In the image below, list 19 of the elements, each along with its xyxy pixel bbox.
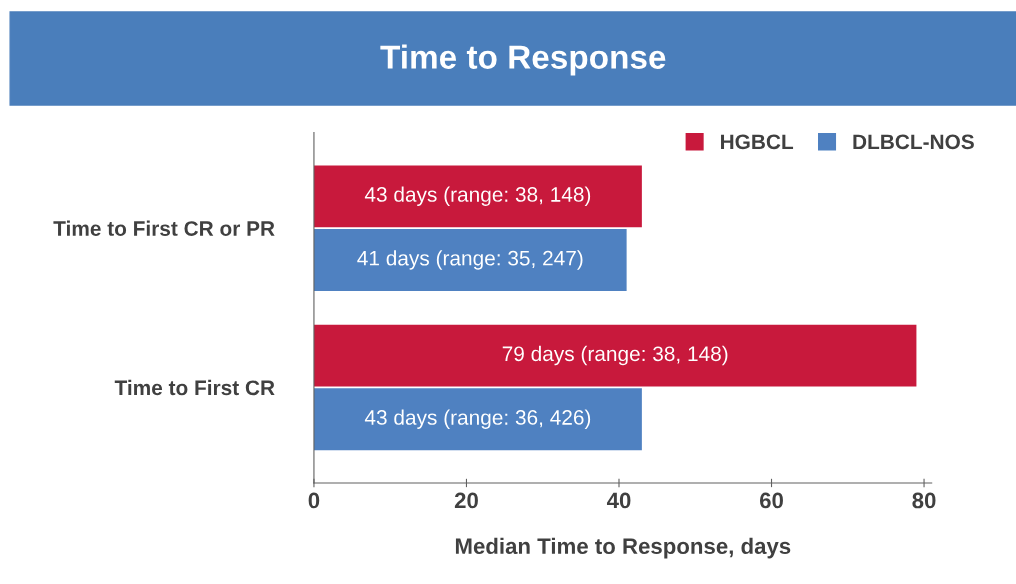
legend-label: HGBCL — [721, 134, 794, 150]
bar — [313, 165, 642, 228]
data-label: 43 days (range: 36, 426) — [364, 409, 591, 429]
y-tick-label: Time to First CR — [114, 379, 275, 396]
y-tick-label: Time to First CR or PR — [53, 220, 275, 236]
bar — [313, 229, 627, 291]
x-tick-label: 20 — [454, 492, 478, 509]
chart-title: Time to Response — [380, 44, 666, 76]
bar — [313, 388, 642, 451]
bar — [313, 324, 917, 387]
data-label: 79 days (range: 38, 148) — [502, 345, 728, 366]
x-tick-label: 40 — [606, 492, 631, 509]
x-tick-label: 0 — [308, 492, 320, 509]
x-tick-label: 80 — [912, 492, 936, 509]
x-tick-label: 60 — [759, 492, 783, 509]
legend-label: DLBCL-NOS — [853, 134, 974, 150]
x-axis-title: Median Time to Response, days — [455, 537, 791, 559]
data-label: 43 days (range: 38, 148) — [364, 186, 591, 206]
data-label: 41 days (range: 35, 247) — [357, 250, 583, 270]
